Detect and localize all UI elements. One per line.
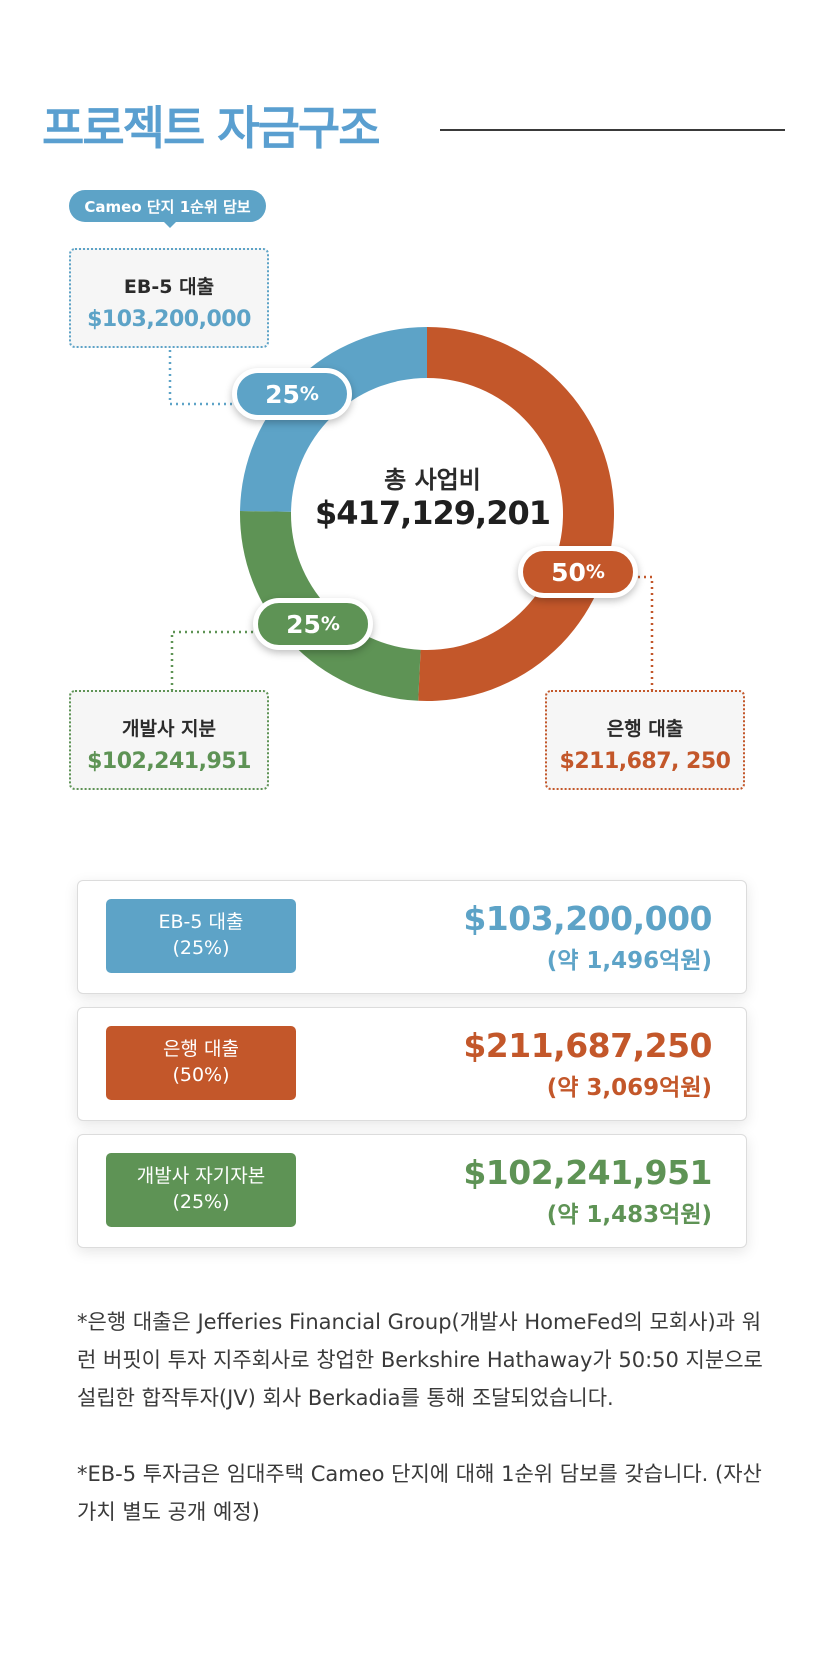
bank-percent-badge: 50%: [518, 546, 638, 598]
connector-equity: [170, 630, 253, 690]
summary-badge-bank: 은행 대출 (50%): [106, 1026, 296, 1100]
title-divider: [440, 129, 785, 131]
eb5-info-amount: $103,200,000: [87, 307, 251, 332]
summary-amount-krw: (약 1,483억원): [546, 1202, 712, 1228]
donut-slice-equity: [240, 510, 421, 701]
summary-badge-name: EB-5 대출: [158, 911, 244, 934]
summary-badge-name: 은행 대출: [163, 1038, 239, 1061]
summary-amount-usd: $211,687,250: [463, 1026, 712, 1065]
summary-amount-krw: (약 1,496억원): [546, 948, 712, 974]
summary-card-eb5: EB-5 대출 (25%) $103,200,000 (약 1,496억원): [77, 880, 747, 994]
summary-amount-usd: $103,200,000: [463, 899, 712, 938]
connector-eb5: [168, 350, 232, 406]
bank-percent-unit: %: [585, 561, 605, 583]
summary-badge-pct: (25%): [172, 1191, 230, 1213]
footnotes: *은행 대출은 Jefferies Financial Group(개발사 Ho…: [77, 1303, 777, 1569]
summary-amount-krw: (약 3,069억원): [546, 1075, 712, 1101]
bank-percent-value: 50: [551, 557, 586, 587]
eb5-tag-pointer: [163, 221, 177, 228]
donut-slice-eb5: [240, 327, 427, 512]
equity-info-amount: $102,241,951: [87, 749, 251, 774]
donut-center-label: 총 사업비: [384, 466, 481, 494]
eb5-info-label: EB-5 대출: [123, 276, 215, 298]
eb5-percent-value: 25: [265, 379, 300, 409]
page-title: 프로젝트 자금구조: [42, 101, 381, 155]
summary-badge-pct: (25%): [172, 937, 230, 959]
summary-badge-equity: 개발사 자기자본 (25%): [106, 1153, 296, 1227]
bank-info-amount: $211,687, 250: [559, 749, 731, 774]
donut-slice-bank: [418, 327, 615, 701]
donut-chart: [168, 327, 654, 701]
funding-chart: 총 사업비 $417,129,201 Cameo 단지 1순위 담보 EB-5 …: [0, 180, 828, 820]
eb5-percent-badge: 25%: [232, 368, 352, 420]
footnote-bank-loan: *은행 대출은 Jefferies Financial Group(개발사 Ho…: [77, 1310, 763, 1410]
summary-card-bank: 은행 대출 (50%) $211,687,250 (약 3,069억원): [77, 1007, 747, 1121]
eb5-info-box: EB-5 대출 $103,200,000: [69, 248, 269, 348]
equity-percent-value: 25: [286, 609, 321, 639]
summary-badge-name: 개발사 자기자본: [136, 1165, 266, 1188]
summary-badge-pct: (50%): [172, 1064, 230, 1086]
bank-info-label: 은행 대출: [606, 718, 684, 740]
donut-center-total: $417,129,201: [315, 494, 551, 532]
funding-summary-cards: EB-5 대출 (25%) $103,200,000 (약 1,496억원) 은…: [77, 880, 747, 1261]
equity-percent-badge: 25%: [253, 598, 373, 650]
connector-bank: [638, 575, 654, 690]
equity-info-box: 개발사 지분 $102,241,951: [69, 690, 269, 790]
equity-info-label: 개발사 지분: [121, 718, 216, 740]
bank-info-box: 은행 대출 $211,687, 250: [545, 690, 745, 790]
footnote-eb5: *EB-5 투자금은 임대주택 Cameo 단지에 대해 1순위 담보를 갖습니…: [77, 1462, 762, 1524]
summary-amount-usd: $102,241,951: [463, 1153, 712, 1192]
summary-badge-eb5: EB-5 대출 (25%): [106, 899, 296, 973]
eb5-percent-unit: %: [299, 383, 319, 405]
equity-percent-unit: %: [320, 613, 340, 635]
summary-card-equity: 개발사 자기자본 (25%) $102,241,951 (약 1,483억원): [77, 1134, 747, 1248]
eb5-collateral-tag: Cameo 단지 1순위 담보: [69, 190, 266, 222]
